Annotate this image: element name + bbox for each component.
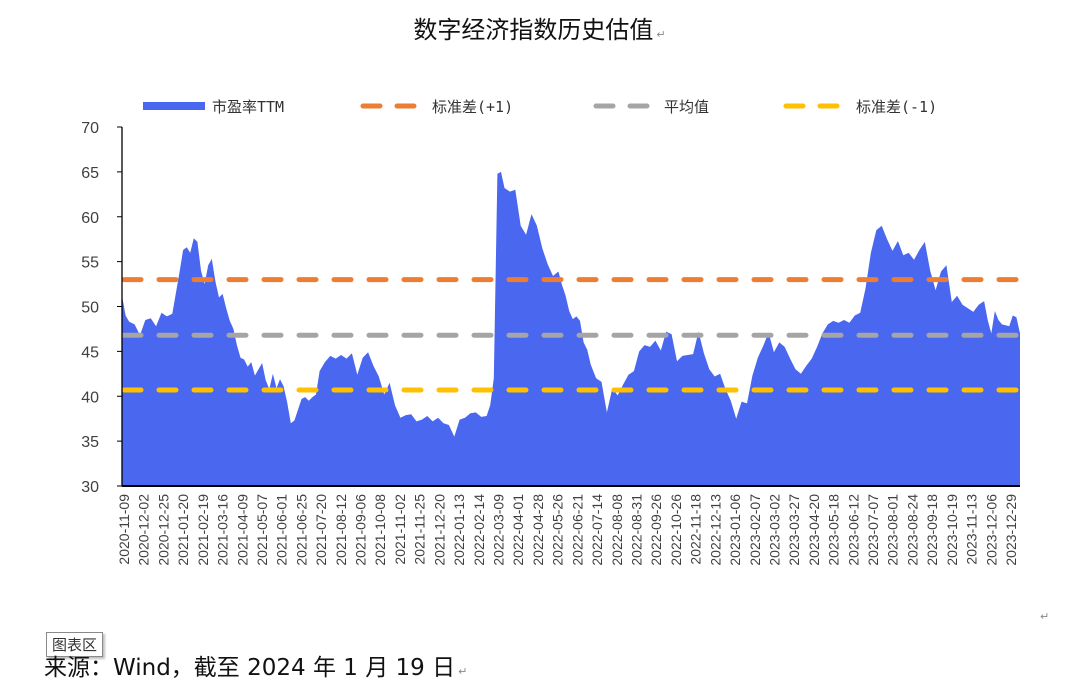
x-tick-label: 2022-03-09 (491, 494, 507, 566)
x-tick-label: 2023-02-07 (747, 494, 763, 566)
x-tick-label: 2021-06-25 (293, 494, 309, 566)
chart-title: 数字经济指数历史估值 ↵ (0, 10, 1079, 45)
legend-item-mean: 平均值 (593, 98, 709, 116)
y-axis-ticks: 30 35 40 45 50 55 60 65 70 (81, 120, 122, 496)
x-tick-label: 2023-03-27 (786, 494, 802, 566)
x-tick-label: 2022-07-14 (589, 494, 605, 566)
x-tick-label: 2021-11-02 (392, 494, 408, 565)
x-tick-label: 2022-01-13 (451, 494, 467, 566)
reference-lines (121, 277, 1023, 393)
chart-title-text: 数字经济指数历史估值 (413, 16, 654, 44)
x-tick-label: 2021-10-08 (372, 494, 388, 566)
x-tick-label: 2020-11-09 (116, 494, 132, 565)
x-tick-label: 2021-02-19 (195, 494, 211, 566)
y-tick-label: 50 (81, 300, 99, 317)
source-note: 来源：Wind，截至 2024 年 1 月 19 日 ↵ (44, 648, 467, 682)
paragraph-mark-icon: ↵ (458, 665, 468, 678)
x-tick-label: 2022-09-26 (648, 494, 664, 566)
x-tick-label: 2021-12-20 (431, 494, 447, 566)
x-tick-label: 2022-10-26 (668, 494, 684, 566)
x-tick-label: 2021-09-06 (353, 494, 369, 566)
y-tick-label: 35 (81, 434, 99, 451)
source-text: 来源：Wind，截至 2024 年 1 月 19 日 (44, 655, 456, 681)
x-tick-label: 2022-12-13 (707, 494, 723, 566)
legend: 市盈率TTM 标准差(+1) 平均值 标准差(-1) (143, 98, 937, 116)
legend-label: 标准差(-1) (856, 98, 937, 116)
paragraph-mark-icon: ↵ (1040, 610, 1050, 623)
x-tick-label: 2023-08-24 (904, 494, 920, 566)
y-tick-label: 65 (81, 165, 99, 182)
x-tick-label: 2021-07-20 (313, 494, 329, 566)
legend-item-pe-ttm: 市盈率TTM (143, 98, 284, 116)
x-tick-label: 2023-01-06 (727, 494, 743, 566)
x-tick-label: 2023-12-06 (983, 494, 999, 566)
x-tick-label: 2022-04-28 (530, 494, 546, 566)
x-tick-label: 2021-11-25 (412, 494, 428, 565)
y-tick-label: 45 (81, 344, 99, 361)
x-tick-label: 2022-06-21 (569, 494, 585, 566)
y-tick-label: 70 (81, 120, 99, 137)
x-tick-label: 2023-03-02 (766, 494, 782, 566)
x-tick-label: 2020-12-25 (155, 494, 171, 566)
legend-item-std-minus1: 标准差(-1) (783, 98, 937, 116)
x-tick-label: 2021-04-09 (234, 494, 250, 566)
x-tick-label: 2023-12-29 (1003, 494, 1019, 566)
x-tick-label: 2023-04-20 (806, 494, 822, 566)
legend-item-std-plus1: 标准差(+1) (360, 98, 513, 116)
y-tick-label: 40 (81, 389, 99, 406)
legend-label: 标准差(+1) (432, 98, 513, 116)
x-tick-label: 2022-04-01 (510, 494, 526, 566)
x-tick-label: 2021-05-07 (254, 494, 270, 566)
y-tick-label: 30 (81, 479, 99, 496)
legend-label: 市盈率TTM (212, 98, 284, 116)
x-axis-ticks: 2020-11-09 2020-12-02 2020-12-25 2021-01-20… (116, 494, 1019, 566)
x-tick-label: 2022-08-31 (628, 494, 644, 566)
x-tick-label: 2023-05-18 (826, 494, 842, 566)
x-tick-label: 2020-12-02 (136, 494, 152, 566)
chart-area-tooltip: 图表区 (46, 632, 104, 657)
x-tick-label: 2021-06-01 (274, 494, 290, 566)
x-tick-label: 2021-08-12 (333, 494, 349, 566)
x-tick-label: 2023-11-13 (964, 494, 980, 565)
x-tick-label: 2022-11-18 (688, 494, 704, 565)
legend-label: 平均值 (664, 98, 709, 116)
x-tick-label: 2023-09-18 (924, 494, 940, 566)
paragraph-mark-icon: ↵ (656, 28, 666, 41)
x-tick-label: 2022-02-14 (471, 494, 487, 566)
x-tick-label: 2021-01-20 (175, 494, 191, 566)
legend-swatch-area (143, 102, 205, 110)
x-tick-label: 2021-03-16 (215, 494, 231, 566)
y-tick-label: 60 (81, 210, 99, 227)
x-tick-label: 2023-10-19 (944, 494, 960, 566)
x-tick-label: 2022-05-26 (550, 494, 566, 566)
x-tick-label: 2022-08-08 (609, 494, 625, 566)
x-tick-label: 2023-06-12 (845, 494, 861, 566)
y-tick-label: 55 (81, 255, 99, 272)
pe-ttm-area (122, 171, 1020, 486)
x-tick-label: 2023-08-01 (885, 494, 901, 566)
x-tick-label: 2023-07-07 (865, 494, 881, 566)
